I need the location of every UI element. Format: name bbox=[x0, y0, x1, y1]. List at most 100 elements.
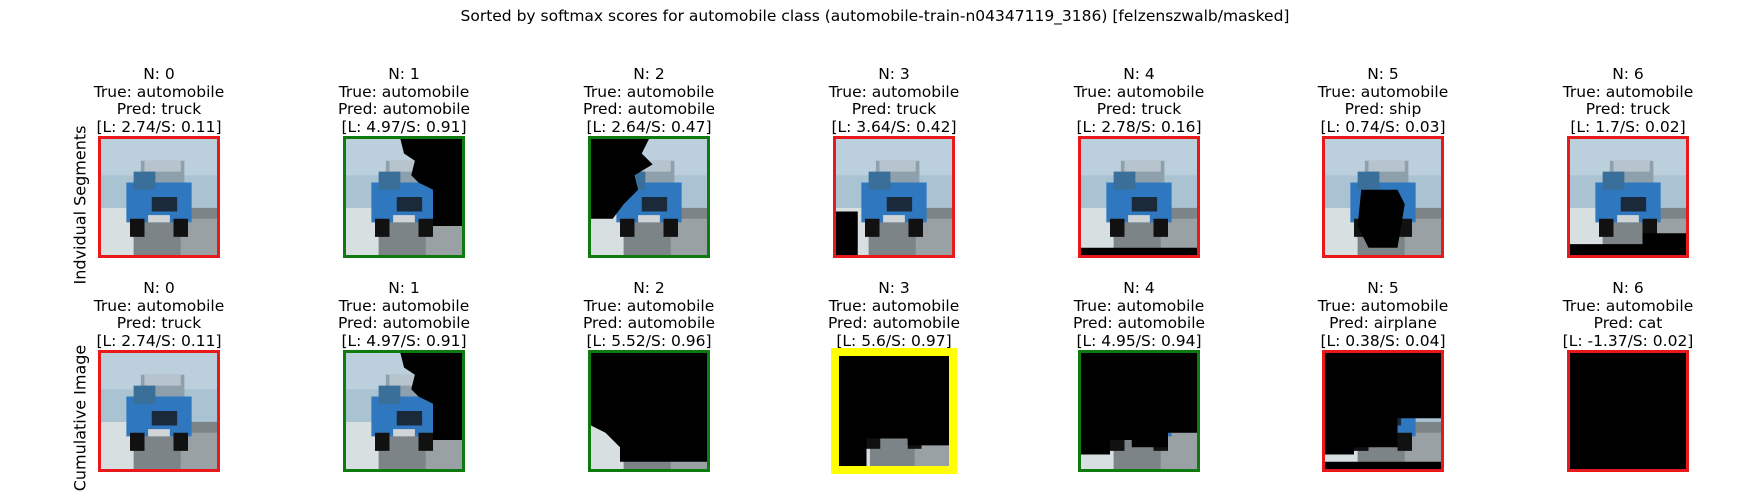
predicted-label: Pred: truck bbox=[116, 100, 202, 118]
panel-caption: N: 2 True: automobile Pred: automobile [L: … bbox=[519, 279, 779, 350]
car-window bbox=[378, 385, 401, 404]
car-wheel-left bbox=[1110, 218, 1125, 237]
masked-image-frame bbox=[98, 350, 220, 472]
car-plate bbox=[393, 215, 415, 223]
predicted-label: Pred: automobile bbox=[337, 100, 471, 118]
mask-region bbox=[400, 139, 462, 226]
result-panel: N: 5 True: automobile Pred: airplane [L: 0.… bbox=[1318, 279, 1448, 472]
car-wheel-left bbox=[130, 218, 145, 237]
car-plate bbox=[393, 429, 415, 437]
segment-index: N: 6 bbox=[1612, 65, 1644, 83]
panel-caption: N: 0 True: automobile Pred: truck [L: 2.74/… bbox=[29, 279, 289, 350]
segment-index: N: 3 bbox=[878, 65, 910, 83]
true-label: True: automobile bbox=[1562, 82, 1694, 101]
panel-caption: N: 5 True: automobile Pred: ship [L: 0.74/S… bbox=[1253, 65, 1513, 136]
car-plate bbox=[148, 215, 170, 223]
masked-car-image bbox=[1570, 139, 1686, 255]
figure-title: Sorted by softmax scores for automobile … bbox=[460, 7, 1290, 25]
masked-car-image bbox=[346, 139, 462, 255]
car-wheel-left bbox=[1599, 218, 1614, 237]
predicted-label: Pred: truck bbox=[1096, 100, 1182, 118]
true-label: True: automobile bbox=[338, 296, 470, 315]
true-label: True: automobile bbox=[828, 296, 960, 315]
car-roof-top bbox=[389, 160, 426, 172]
mask-region bbox=[1570, 353, 1686, 469]
masked-image-frame bbox=[588, 350, 710, 472]
segment-index: N: 0 bbox=[143, 279, 175, 297]
mask-region bbox=[1325, 461, 1441, 469]
mask-region bbox=[1325, 353, 1441, 455]
panel-caption: N: 2 True: automobile Pred: automobile [L: … bbox=[519, 65, 779, 136]
segment-index: N: 0 bbox=[143, 65, 175, 83]
masked-car-image bbox=[1081, 353, 1197, 469]
car-window bbox=[133, 385, 156, 404]
score-readout: [L: 2.74/S: 0.11] bbox=[96, 117, 222, 136]
masked-image-frame bbox=[1078, 350, 1200, 472]
true-label: True: automobile bbox=[93, 82, 225, 101]
panel-caption: N: 1 True: automobile Pred: automobile [L: … bbox=[274, 279, 534, 350]
segment-index: N: 4 bbox=[1123, 65, 1155, 83]
segment-index: N: 1 bbox=[388, 65, 420, 83]
panel-caption: N: 5 True: automobile Pred: airplane [L: 0.… bbox=[1253, 279, 1513, 350]
mask-region bbox=[836, 211, 858, 255]
result-panel: N: 2 True: automobile Pred: automobile [L: … bbox=[583, 65, 715, 258]
masked-image-frame bbox=[98, 136, 220, 258]
masked-car-image bbox=[839, 356, 949, 466]
panel-caption: N: 4 True: automobile Pred: truck [L: 2.78/… bbox=[1009, 65, 1269, 136]
result-panel: N: 4 True: automobile Pred: automobile [L: … bbox=[1073, 279, 1205, 472]
true-label: True: automobile bbox=[1073, 296, 1205, 315]
score-readout: [L: -1.37/S: 0.02] bbox=[1562, 331, 1694, 350]
car-wheel-right bbox=[1397, 432, 1412, 451]
predicted-label: Pred: ship bbox=[1344, 100, 1422, 118]
car-grille bbox=[396, 197, 423, 212]
masked-image-frame bbox=[831, 348, 957, 474]
result-panel: N: 1 True: automobile Pred: automobile [L: … bbox=[338, 65, 470, 258]
masked-image-frame bbox=[1322, 136, 1444, 258]
panel-caption: N: 0 True: automobile Pred: truck [L: 2.74/… bbox=[29, 65, 289, 136]
score-readout: [L: 2.78/S: 0.16] bbox=[1076, 117, 1202, 136]
mask-region bbox=[591, 139, 653, 219]
score-readout: [L: 0.74/S: 0.03] bbox=[1320, 117, 1446, 136]
true-label: True: automobile bbox=[583, 82, 715, 101]
result-panel: N: 3 True: automobile Pred: truck [L: 3.64/… bbox=[829, 65, 959, 258]
masked-car-image bbox=[346, 353, 462, 469]
car-wheel-left bbox=[865, 218, 880, 237]
true-label: True: automobile bbox=[1317, 296, 1449, 315]
score-readout: [L: 2.74/S: 0.11] bbox=[96, 331, 222, 350]
score-readout: [L: 0.38/S: 0.04] bbox=[1320, 331, 1446, 350]
car-wheel-right bbox=[418, 432, 433, 451]
predicted-label: Pred: airplane bbox=[1329, 314, 1437, 332]
result-panel: N: 0 True: automobile Pred: truck [L: 2.74/… bbox=[94, 65, 224, 258]
score-readout: [L: 4.97/S: 0.91] bbox=[341, 331, 467, 350]
panel-caption: N: 6 True: automobile Pred: truck [L: 1.7/S… bbox=[1498, 65, 1750, 136]
car-wheel-right bbox=[1642, 218, 1657, 237]
masked-image-frame bbox=[1322, 350, 1444, 472]
car-wheel-right bbox=[173, 432, 188, 451]
car-window bbox=[378, 171, 401, 190]
car-window bbox=[1113, 171, 1136, 190]
masked-car-image bbox=[591, 139, 707, 255]
car-window bbox=[1602, 171, 1625, 190]
true-label: True: automobile bbox=[828, 82, 960, 101]
car-wheel-right bbox=[418, 218, 433, 237]
car-grille bbox=[641, 197, 668, 212]
masked-image-frame bbox=[343, 136, 465, 258]
car-window bbox=[1357, 171, 1380, 190]
predicted-label: Pred: automobile bbox=[582, 100, 716, 118]
masked-image-frame bbox=[1567, 136, 1689, 258]
car-plate bbox=[1617, 215, 1639, 223]
car-grille bbox=[396, 411, 423, 426]
mask-region bbox=[400, 353, 462, 440]
result-panel: N: 6 True: automobile Pred: truck [L: 1.7/S… bbox=[1563, 65, 1693, 258]
true-label: True: automobile bbox=[338, 82, 470, 101]
panel-caption: N: 4 True: automobile Pred: automobile [L: … bbox=[1009, 279, 1269, 350]
car-wheel-right bbox=[173, 218, 188, 237]
segment-index: N: 5 bbox=[1367, 279, 1399, 297]
result-panel: N: 2 True: automobile Pred: automobile [L: … bbox=[583, 279, 715, 472]
masked-car-image bbox=[1325, 139, 1441, 255]
segment-index: N: 1 bbox=[388, 279, 420, 297]
mask-region bbox=[1357, 189, 1405, 248]
segment-index: N: 3 bbox=[878, 279, 910, 297]
car-wheel-right bbox=[663, 218, 678, 237]
car-plate bbox=[1128, 215, 1150, 223]
